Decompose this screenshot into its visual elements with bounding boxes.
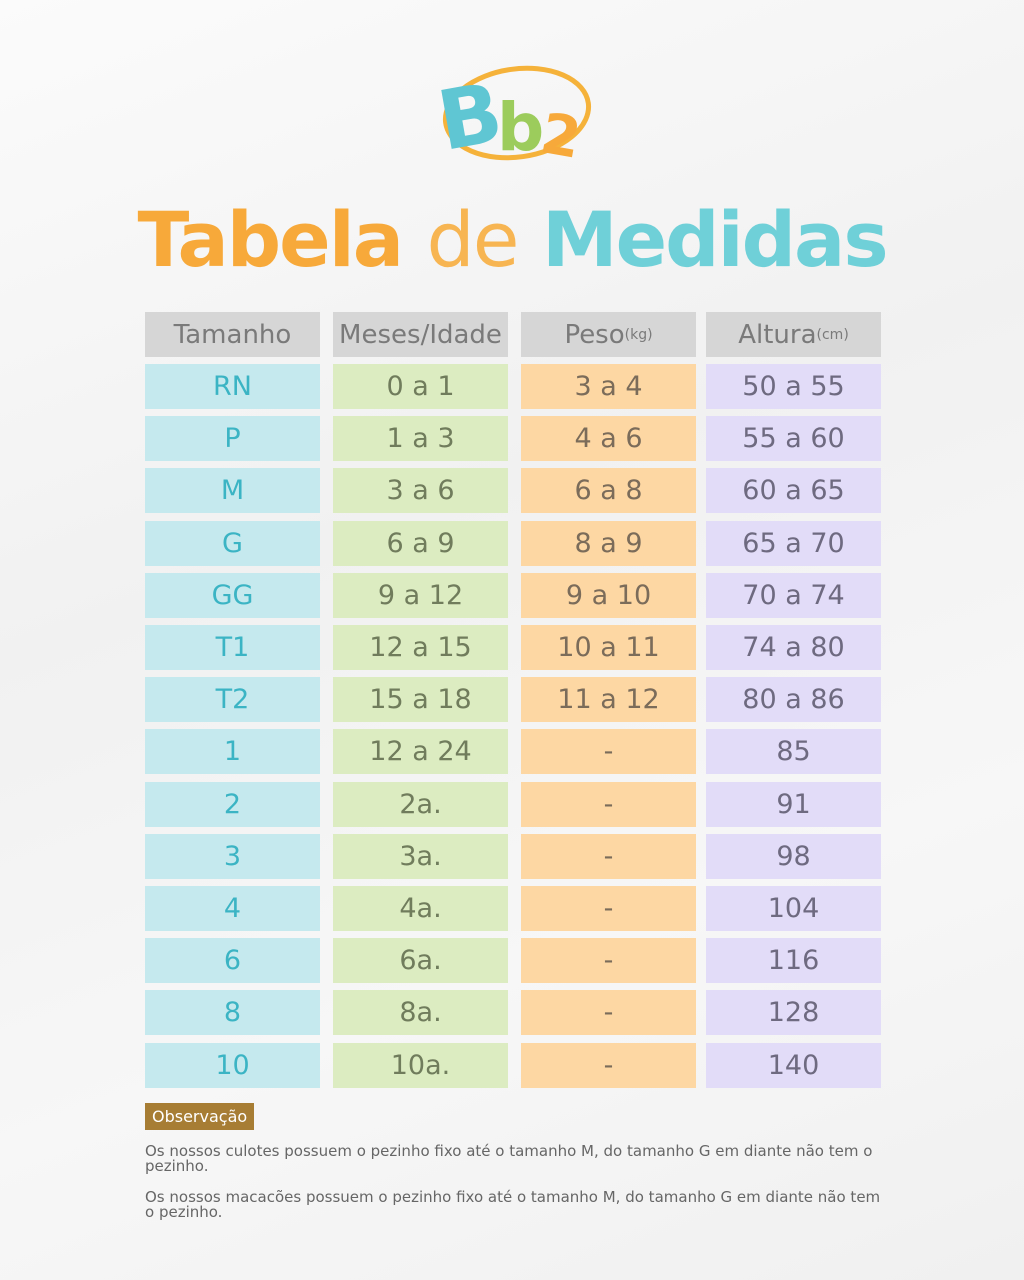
header-label: Altura (738, 319, 817, 350)
table-cell: 11 a 12 (521, 677, 696, 723)
table-cell: 104 (706, 886, 881, 931)
observation-label: Observação (145, 1103, 255, 1130)
table-cell: 74 a 80 (706, 625, 881, 670)
table-cell: 85 (706, 729, 881, 775)
column-header: Meses/Idade (333, 312, 508, 357)
note-macacoes: Os nossos macacões possuem o pezinho fix… (145, 1188, 881, 1221)
table-cell: 2a. (333, 781, 508, 827)
table-cell: - (521, 729, 696, 775)
table-cell: 10 (145, 1042, 320, 1088)
note-culotes: Os nossos culotes possuem o pezinho fixo… (145, 1142, 873, 1175)
table-cell: 1 (145, 729, 320, 775)
table-cell: RN (145, 364, 320, 409)
title-word-1: Tabela (137, 195, 404, 284)
table-cell: 140 (706, 1042, 881, 1088)
table-cell: 60 a 65 (706, 468, 881, 514)
header-label: Tamanho (173, 319, 292, 350)
table-cell: 0 a 1 (333, 364, 508, 409)
table-cell: 8 a 9 (521, 520, 696, 566)
table-cell: 116 (706, 938, 881, 984)
table-cell: - (521, 1042, 696, 1088)
table-cell: 65 a 70 (706, 520, 881, 566)
table-cell: 4 (145, 886, 320, 931)
column-header: Peso (kg) (521, 312, 696, 357)
bb2-logo: B b 2 (435, 65, 592, 168)
table-cell: 3a. (333, 833, 508, 879)
page-title: Tabela de Medidas (0, 195, 1024, 284)
table-cell: - (521, 938, 696, 984)
column-header: Tamanho (145, 312, 320, 357)
table-cell: 8 (145, 990, 320, 1036)
table-cell: 10 a 11 (521, 625, 696, 670)
table-cell: M (145, 468, 320, 514)
table-cell: 91 (706, 781, 881, 827)
table-cell: T2 (145, 677, 320, 723)
table-cell: 55 a 60 (706, 416, 881, 462)
title-word-3: Medidas (542, 195, 889, 284)
table-cell: 6 (145, 938, 320, 984)
header-unit: (cm) (816, 326, 849, 343)
table-cell: 98 (706, 833, 881, 879)
table-cell: 1 a 3 (333, 416, 508, 462)
table-cell: 80 a 86 (706, 677, 881, 723)
table-cell: - (521, 833, 696, 879)
table-cell: 3 a 4 (521, 364, 696, 409)
table-cell: 6 a 9 (333, 520, 508, 566)
table-cell: 9 a 12 (333, 572, 508, 618)
table-cell: 2 (145, 781, 320, 827)
header-unit: (kg) (624, 326, 653, 343)
table-cell: 3 a 6 (333, 468, 508, 514)
header-label: Meses/Idade (339, 319, 502, 350)
table-cell: 15 a 18 (333, 677, 508, 723)
table-cell: 4a. (333, 886, 508, 931)
table-cell: 70 a 74 (706, 572, 881, 618)
table-cell: GG (145, 572, 320, 618)
table-cell: P (145, 416, 320, 462)
table-cell: - (521, 781, 696, 827)
column-header: Altura (cm) (706, 312, 881, 357)
table-cell: 6 a 8 (521, 468, 696, 514)
table-cell: 4 a 6 (521, 416, 696, 462)
table-cell: T1 (145, 625, 320, 670)
table-cell: 128 (706, 990, 881, 1036)
header-label: Peso (564, 319, 625, 350)
table-cell: 10a. (333, 1042, 508, 1088)
table-cell: G (145, 520, 320, 566)
table-cell: 12 a 24 (333, 729, 508, 775)
table-cell: 12 a 15 (333, 625, 508, 670)
table-cell: 6a. (333, 938, 508, 984)
table-cell: - (521, 990, 696, 1036)
table-cell: 8a. (333, 990, 508, 1036)
table-cell: 9 a 10 (521, 572, 696, 618)
table-cell: - (521, 886, 696, 931)
table-cell: 50 a 55 (706, 364, 881, 409)
table-cell: 3 (145, 833, 320, 879)
title-word-2: de (426, 195, 520, 284)
svg-text:b: b (497, 89, 544, 166)
